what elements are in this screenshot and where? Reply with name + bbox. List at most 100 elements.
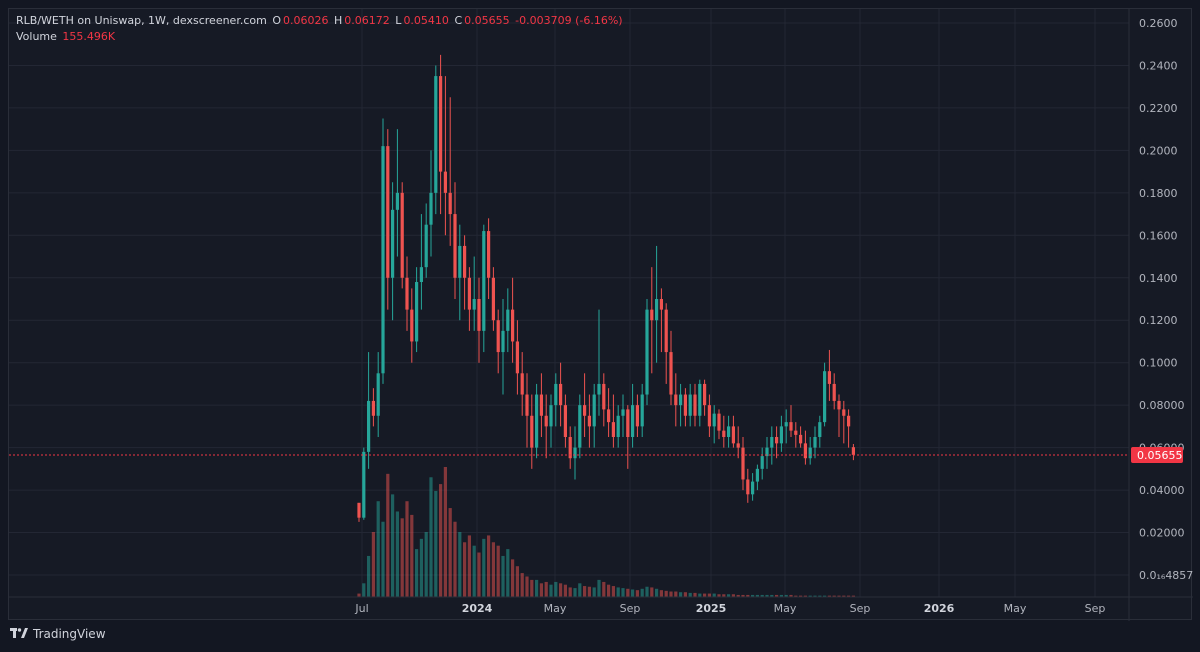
candle-body: [775, 437, 779, 444]
candle-body: [607, 409, 611, 423]
candle-body: [837, 400, 841, 410]
time-tick-label: May: [1004, 602, 1027, 615]
volume-bar: [487, 535, 491, 597]
candle-body: [688, 394, 692, 416]
candle-body: [616, 415, 620, 437]
candle-body: [362, 451, 366, 518]
volume-bar: [717, 594, 721, 597]
volume-bar: [367, 555, 371, 597]
last-price-tag: [1131, 446, 1183, 463]
volume-bar: [650, 587, 654, 597]
candle-body: [371, 400, 375, 416]
candle-body: [712, 413, 716, 427]
candle-body: [559, 383, 563, 406]
candle-body: [415, 282, 419, 342]
candle-body: [376, 373, 380, 416]
candle-body: [568, 437, 572, 459]
price-axis[interactable]: 0.2600 0.2400 0.2200 0.2000 0.1800 0.1600 0.14…: [1139, 17, 1193, 582]
tradingview-logo-icon[interactable]: [10, 627, 28, 641]
volume-bar: [467, 535, 471, 597]
volume-bar: [808, 595, 812, 597]
low-value: 0.05410: [403, 14, 449, 27]
candle-body: [381, 146, 385, 374]
candlestick-chart[interactable]: 0.2600 0.2400 0.2200 0.2000 0.1800 0.1600 0.14…: [9, 9, 1193, 621]
time-tick-label: Sep: [1085, 602, 1106, 615]
time-axis[interactable]: Jul 2024 May Sep 2025 May Sep 2026 May Sep: [354, 602, 1105, 615]
volume-bar: [611, 586, 615, 597]
volume-bar: [381, 521, 385, 597]
price-tick-label: 0.08000: [1139, 399, 1185, 412]
candle-body: [851, 447, 855, 455]
grid: [9, 9, 1129, 597]
volume-bar: [539, 583, 543, 597]
candle-body: [583, 405, 587, 416]
volume-bar: [751, 594, 755, 597]
candle-body: [520, 373, 524, 395]
volume-bar: [712, 593, 716, 597]
candle-body: [549, 405, 553, 427]
candle-body: [391, 209, 395, 278]
volume-bar: [755, 594, 759, 597]
volume-bar: [482, 538, 486, 597]
candle-body: [491, 277, 495, 321]
candle-body: [535, 394, 539, 448]
volume-bar: [405, 501, 409, 597]
volume-bar: [530, 579, 534, 597]
volume-bar: [573, 588, 577, 597]
volume-bar: [645, 586, 649, 597]
change-value: -0.003709 (-6.16%): [515, 14, 623, 27]
volume-bar: [789, 594, 793, 597]
candle-body: [626, 409, 630, 437]
volume-bar: [472, 545, 476, 597]
time-tick-label: Sep: [850, 602, 871, 615]
volume-bar: [674, 591, 678, 597]
candle-body: [602, 383, 606, 410]
brand-name[interactable]: TradingView: [33, 627, 106, 641]
footer: TradingView: [10, 627, 106, 641]
time-tick-label: 2025: [696, 602, 727, 615]
candle-body: [808, 447, 812, 459]
volume-bar: [520, 573, 524, 597]
candle-body: [530, 415, 534, 448]
volume-bar: [832, 595, 836, 597]
volume-bar: [679, 592, 683, 597]
candle-body: [410, 309, 414, 342]
volume-bar: [491, 542, 495, 597]
volume-bar: [554, 581, 558, 597]
candle-body: [487, 231, 491, 278]
candle-body: [813, 437, 817, 448]
volume-bar: [463, 542, 467, 597]
volume-bar: [851, 595, 855, 597]
volume-bar: [631, 589, 635, 597]
price-tick-label: 0.1200: [1139, 314, 1178, 327]
candle-body: [400, 192, 404, 278]
price-tick-label: 0.1000: [1139, 357, 1178, 370]
volume-bar: [607, 584, 611, 597]
candle-body: [563, 405, 567, 437]
pair-title: RLB/WETH on Uniswap, 1W, dexscreener.com: [16, 14, 267, 27]
volume-bar: [587, 586, 591, 597]
volume-bar: [400, 518, 404, 597]
candle-body: [611, 422, 615, 437]
candle-body: [496, 320, 500, 353]
volume-bar: [741, 594, 745, 597]
last-price-tag-text: 0.05655: [1137, 449, 1183, 462]
volume-bar: [477, 552, 481, 597]
candle-body: [799, 434, 803, 444]
candle-body: [439, 76, 443, 172]
volume-bars: [357, 467, 855, 597]
volume-bar: [602, 581, 606, 597]
candle-body: [818, 422, 822, 437]
volume-bar: [410, 514, 414, 597]
volume-bar: [434, 490, 438, 597]
candle-body: [827, 371, 831, 384]
candle-body: [405, 277, 409, 310]
volume-bar: [803, 595, 807, 597]
candle-body: [477, 299, 481, 331]
candle-body: [679, 394, 683, 406]
volume-bar: [626, 588, 630, 597]
volume-bar: [693, 592, 697, 597]
volume-bar: [731, 594, 735, 597]
candle-body: [770, 437, 774, 448]
volume-bar: [827, 595, 831, 597]
